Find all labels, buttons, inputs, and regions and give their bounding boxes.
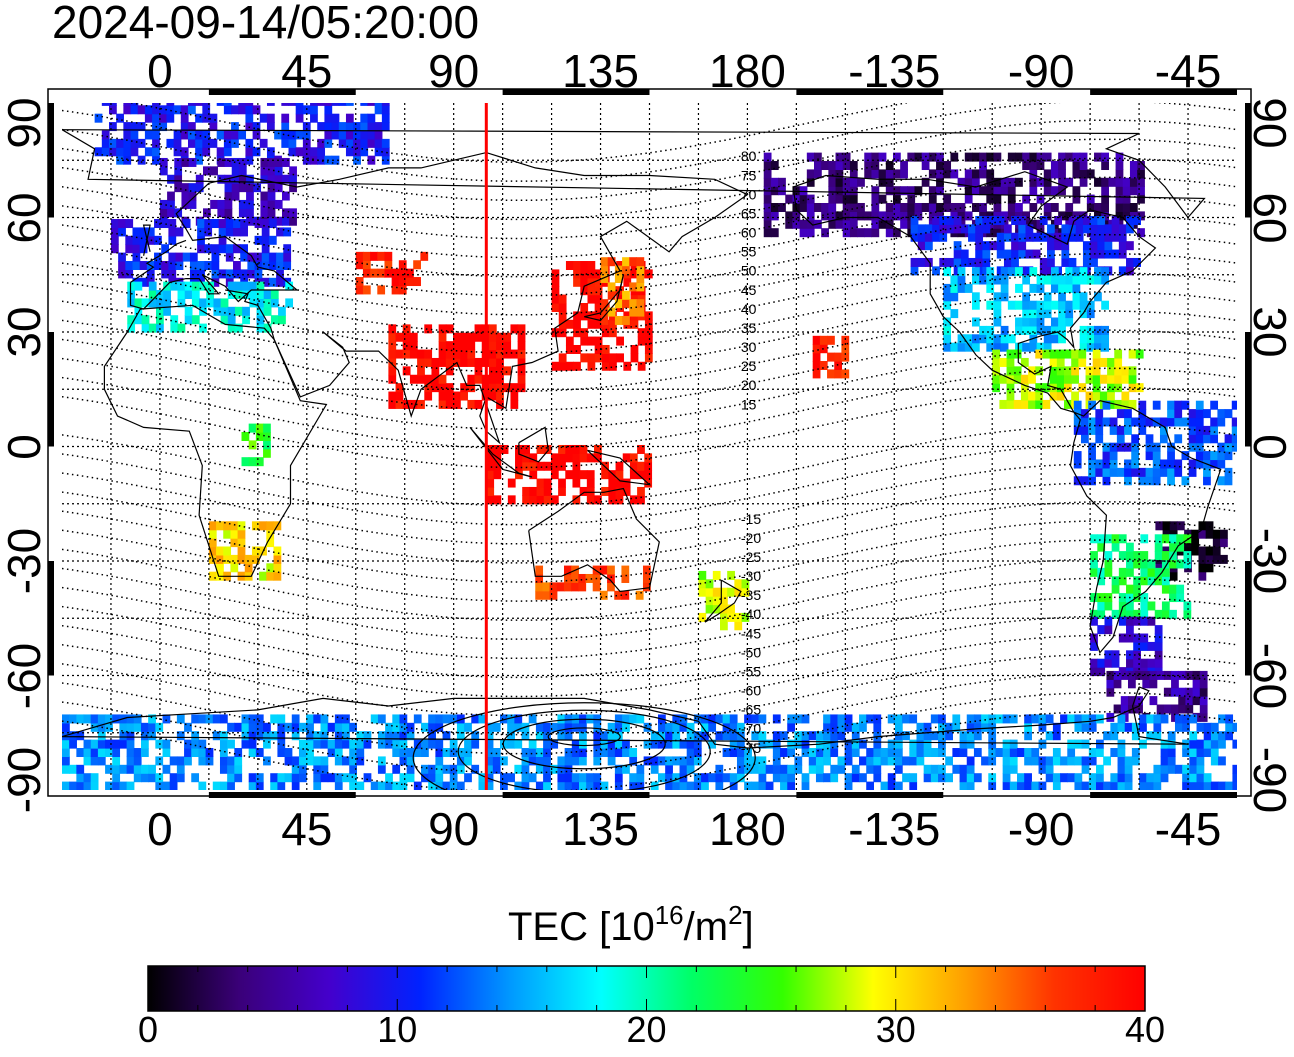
colorbar-tick-label: 10 <box>377 1009 418 1050</box>
maglat-label: 80 <box>741 148 757 164</box>
graticule <box>62 103 1237 790</box>
maglat-label: 65 <box>741 205 757 221</box>
tec-region-canada-south <box>910 215 1141 276</box>
axis-tick-label: -45 <box>1154 45 1222 97</box>
axis-tick-label: -90 <box>1007 803 1075 855</box>
maglat-label: 60 <box>741 225 757 241</box>
maglat-label: -70 <box>741 721 761 737</box>
axis-tick-label: 90 <box>428 45 480 97</box>
tec-region-india-se-asia <box>388 324 526 409</box>
axis-tick-label: 135 <box>562 45 639 97</box>
tec-region-indonesia <box>486 444 653 505</box>
maglat-label: 70 <box>741 186 757 202</box>
colorbar-tick-marks <box>147 966 1146 1011</box>
tec-region-patagonia <box>1090 616 1163 677</box>
tec-region-arctic-europe <box>94 103 390 165</box>
axis-tick-label: 0 <box>147 803 173 855</box>
axis-tick-label: 45 <box>281 45 333 97</box>
frame-axis-bars <box>48 89 1251 798</box>
maglat-label: -20 <box>741 530 761 546</box>
maglat-label: 50 <box>741 263 757 279</box>
tec-region-africa-central <box>241 423 271 467</box>
colorbar-title: TEC [1016/m2] <box>508 900 754 949</box>
axis-tick-label: 90 <box>428 803 480 855</box>
colorbar-tick-label: 0 <box>137 1009 159 1050</box>
maglat-label: -30 <box>741 568 761 584</box>
tec-region-southern-africa <box>208 521 282 581</box>
colorbar-tick-label: 40 <box>1124 1009 1166 1050</box>
tec-region-central-asia <box>355 251 429 295</box>
axis-tick-label: 0 <box>147 45 173 97</box>
tec-region-antarctica <box>62 714 1237 790</box>
maglat-label: -45 <box>741 625 761 641</box>
axis-tick-label: 45 <box>281 803 333 855</box>
maglat-label: 55 <box>741 244 757 260</box>
tec-data-layer <box>62 103 1237 790</box>
axis-tick-label: 180 <box>709 45 786 97</box>
magnetic-latitude-labels: 80 75 70 65 60 55 50 45 40 35 30 25 20 15 -15 -20 -25 -30… <box>741 148 761 756</box>
axis-tick-label: -135 <box>848 803 941 855</box>
tec-region-japan <box>600 257 645 325</box>
colorbar-tick-label: 30 <box>875 1009 916 1050</box>
maglat-label: -35 <box>741 587 761 603</box>
maglat-label: 75 <box>741 167 757 183</box>
axis-tick-label: 180 <box>709 803 786 855</box>
axis-tick-label: -135 <box>848 45 941 97</box>
maglat-label: -40 <box>741 606 761 622</box>
axis-tick-label: -45 <box>1154 803 1222 855</box>
colorbar-tick-label: 20 <box>626 1009 667 1050</box>
maglat-label: -50 <box>741 644 761 660</box>
tec-region-hawaii <box>812 335 850 379</box>
maglat-label: -60 <box>741 683 761 699</box>
maglat-label: 30 <box>741 339 757 355</box>
tec-region-scandinavia <box>159 157 297 226</box>
tec-region-south-america-north <box>1073 400 1237 486</box>
maglat-label: 25 <box>741 358 757 374</box>
timestamp: 2024-09-14/05:20:00 <box>52 0 480 48</box>
maglat-label: -55 <box>741 663 761 679</box>
maglat-label: -25 <box>741 549 761 565</box>
tec-region-central-america <box>992 349 1144 409</box>
tec-region-south-america-mid <box>1090 534 1192 619</box>
maglat-label: 20 <box>741 377 757 393</box>
maglat-label: 45 <box>741 282 757 298</box>
tec-region-north-america <box>943 267 1110 352</box>
maglat-label: -15 <box>741 511 761 527</box>
maglat-label: -65 <box>741 702 761 718</box>
maglat-label: 15 <box>741 396 757 412</box>
axis-tick-label: -90 <box>1007 45 1075 97</box>
tec-region-mediterranean <box>127 281 294 333</box>
maglat-label: 35 <box>741 320 757 336</box>
axis-tick-label: 135 <box>562 803 639 855</box>
tec-region-australia-south <box>535 565 651 600</box>
tec-region-europe <box>110 219 292 287</box>
maglat-label: 40 <box>741 301 757 317</box>
maglat-label: -75 <box>741 740 761 756</box>
